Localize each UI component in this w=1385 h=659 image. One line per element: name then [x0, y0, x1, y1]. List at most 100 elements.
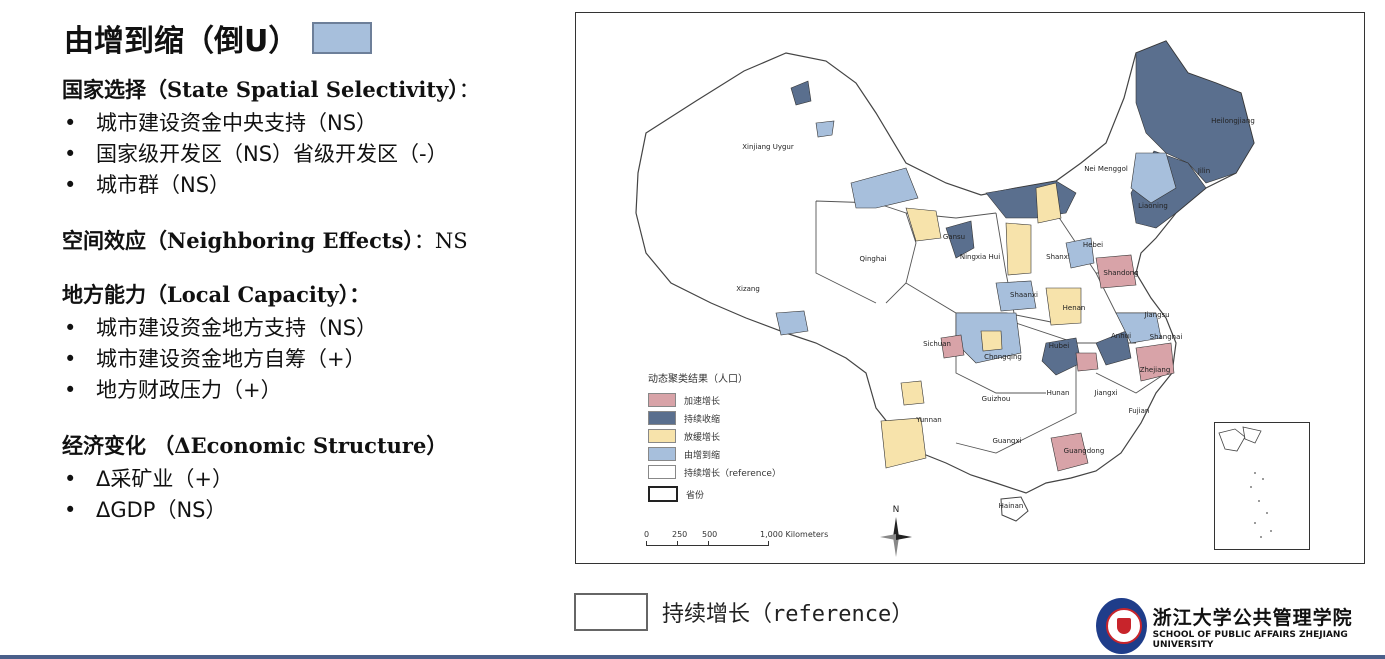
list-item: 地方财政压力（+） [62, 375, 562, 406]
legend-label: 由增到缩 [684, 450, 721, 461]
region-persistent-shrinkage [1095, 330, 1132, 366]
region-accelerating-growth [1095, 254, 1137, 289]
south-china-sea-inset [1214, 422, 1310, 550]
slide-title: 由增到缩（倒U） [64, 16, 373, 60]
region-label: Guangdong [1064, 447, 1105, 455]
north-label: N [893, 505, 900, 515]
logo-chinese-name: 浙江大学公共管理学院 [1152, 606, 1353, 629]
region-label: Yunnan [915, 416, 942, 424]
region-accelerating-growth [1135, 342, 1175, 382]
china-map: Xinjiang Uygur Xizang Qinghai Nei Menggol He… [575, 12, 1365, 564]
region-persistent-shrinkage [1041, 337, 1082, 376]
section-heading: 国家选择（State Spatial Selectivity） [62, 77, 459, 102]
scale-bar: 0 250 500 1,000 Kilometers [644, 530, 846, 546]
region-label: Jiangsu [1143, 311, 1169, 319]
reference-legend: 持续增长（reference） [574, 593, 913, 631]
hainan-island [1000, 496, 1029, 522]
factor-list: 国家选择（State Spatial Selectivity）： 城市建设资金中… [62, 76, 562, 544]
region-label: Hubei [1049, 342, 1069, 350]
legend-label: 持续收缩 [684, 414, 721, 425]
region-label: Xinjiang Uygur [742, 143, 794, 151]
legend-item: 放缓增长 [648, 427, 781, 445]
region-slowing-growth [880, 417, 927, 469]
region-label: Jilin [1197, 167, 1210, 175]
region-persistent-shrinkage [945, 220, 975, 259]
region-label: Guangxi [992, 437, 1021, 445]
region-label: Chongqing [984, 353, 1022, 361]
legend-item: 加速增长 [648, 391, 781, 409]
region-label: Qinghai [859, 255, 886, 263]
region-label: Anhui [1111, 332, 1131, 340]
section-heading: 空间效应（Neighboring Effects） [62, 228, 414, 253]
region-label: Sichuan [923, 340, 951, 348]
region-persistent-shrinkage [790, 80, 812, 106]
section-suffix: ： [458, 78, 480, 102]
region-label: Guizhou [982, 395, 1011, 403]
reference-label: 持续增长（reference） [662, 602, 914, 627]
legend-swatch [648, 486, 678, 502]
region-label: Ningxia Hui [960, 253, 1000, 261]
legend-item: 由增到缩 [648, 445, 781, 463]
section-suffix: ：NS [413, 229, 468, 253]
list-item: 城市群（NS） [62, 170, 562, 201]
legend-label: 放缓增长 [684, 432, 721, 443]
footer-bar [0, 655, 1385, 659]
section-local-capacity: 地方能力（Local Capacity）： 城市建设资金地方支持（NS） 城市建… [62, 281, 562, 406]
region-label: Hainan [999, 502, 1024, 510]
university-logo: 浙江大学公共管理学院 SCHOOL OF PUBLIC AFFAIRS ZHEJ… [1096, 598, 1385, 654]
legend-item: 省份 [648, 485, 781, 503]
region-slowing-growth [1005, 222, 1032, 276]
region-label: Heilongjiang [1211, 117, 1255, 125]
slide-title-text: 由增到缩（倒U） [64, 24, 299, 59]
legend-swatch [648, 429, 676, 443]
region-increase-to-decrease [1115, 312, 1162, 344]
region-accelerating-growth [1075, 352, 1099, 372]
region-accelerating-growth [940, 334, 965, 359]
scale-label: 0 [644, 530, 650, 539]
list-item: Δ采矿业（+） [62, 464, 562, 495]
region-slowing-growth [980, 330, 1003, 352]
map-canvas: Xinjiang Uygur Xizang Qinghai Nei Menggol He… [635, 40, 1255, 522]
region-label: Henan [1063, 304, 1086, 312]
legend-swatch [648, 465, 676, 479]
region-accelerating-growth [1050, 432, 1089, 472]
legend-label: 加速增长 [684, 396, 721, 407]
list-item: 城市建设资金地方自筹（+） [62, 344, 562, 375]
scale-label: 500 [702, 530, 718, 539]
region-label: Jiangxi [1093, 389, 1117, 397]
legend-label: 持续增长（reference） [684, 468, 781, 479]
region-slowing-growth [900, 380, 925, 406]
section-heading: 地方能力（Local Capacity）： [62, 282, 371, 307]
section-heading: 经济变化 （ΔEconomic Structure） [62, 433, 448, 458]
region-slowing-growth [1035, 182, 1062, 224]
region-slowing-growth [905, 207, 942, 242]
scale-label: 1,000 Kilometers [760, 530, 829, 539]
reference-swatch [574, 593, 648, 631]
section-state-selectivity: 国家选择（State Spatial Selectivity）： 城市建设资金中… [62, 76, 562, 201]
region-increase-to-decrease [1130, 152, 1177, 204]
list-item: 城市建设资金地方支持（NS） [62, 313, 562, 344]
region-label: Shanxi [1046, 253, 1070, 261]
title-color-swatch [312, 22, 373, 54]
north-arrow-icon: N [878, 503, 914, 563]
region-label: Hebei [1083, 241, 1103, 249]
legend-item: 持续收缩 [648, 409, 781, 427]
region-increase-to-decrease [775, 310, 809, 336]
section-economic-structure: 经济变化 （ΔEconomic Structure） Δ采矿业（+） ΔGDP（… [62, 432, 562, 526]
legend-swatch [648, 447, 676, 461]
region-label: Shanghai [1150, 333, 1183, 341]
legend-swatch [648, 393, 676, 407]
region-label: Hunan [1047, 389, 1070, 397]
region-label: Shandong [1103, 269, 1138, 277]
region-label-layer: Xinjiang Uygur Xizang Qinghai Nei Menggol He… [736, 117, 1255, 510]
region-increase-to-decrease [850, 167, 919, 209]
logo-english-name: SCHOOL OF PUBLIC AFFAIRS ZHEJIANG UNIVER… [1152, 629, 1348, 650]
china-outline [635, 40, 1255, 494]
region-label: Shaanxi [1010, 291, 1038, 299]
list-item: 城市建设资金中央支持（NS） [62, 108, 562, 139]
list-item: ΔGDP（NS） [62, 495, 562, 526]
map-legend: 动态聚类结果（人口） 加速增长 持续收缩 放缓增长 由增到缩 持续增长（refe… [648, 370, 781, 503]
region-label: Zhejiang [1140, 366, 1171, 374]
section-neighboring-effects: 空间效应（Neighboring Effects）：NS [62, 227, 562, 255]
region-persistent-shrinkage [1135, 40, 1255, 184]
